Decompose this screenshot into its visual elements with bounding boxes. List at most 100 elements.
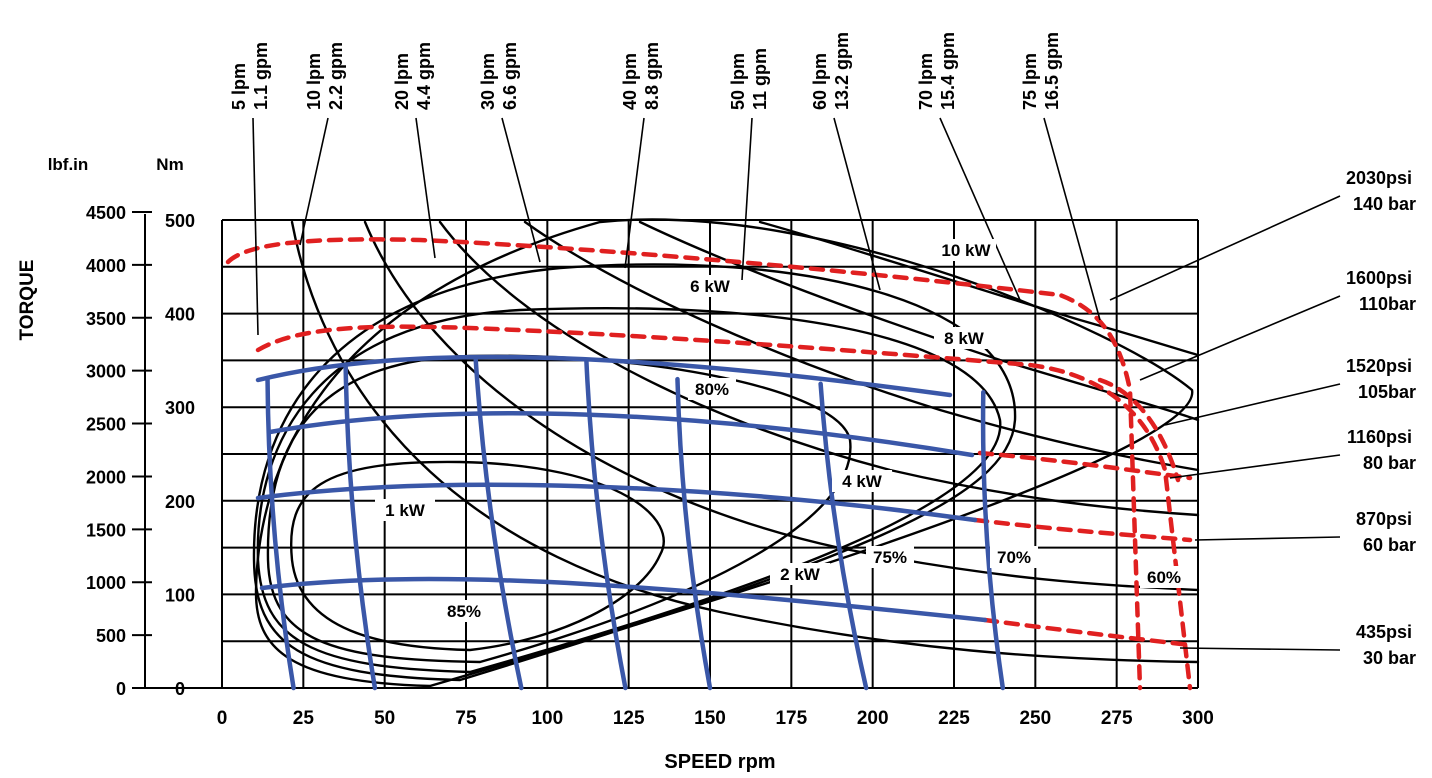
- efficiency-power-curve: [438, 220, 1200, 517]
- y-unit-lbfin: lbf.in: [48, 155, 89, 174]
- y-tick-label-nm: 500: [165, 211, 195, 231]
- pressure-label-bar: 110bar: [1359, 294, 1416, 314]
- pressure-line: [977, 450, 1193, 481]
- flow-label-group: 40 lpm 8.8 gpm: [620, 42, 662, 110]
- pressure-label-leader: [1139, 295, 1341, 381]
- y-tick-label-nm: 0: [175, 679, 185, 699]
- y-unit-nm: Nm: [156, 155, 183, 174]
- power-label: 1 kW: [385, 501, 426, 520]
- pressure-label-bar: 30 bar: [1363, 648, 1416, 668]
- power-label: 8 kW: [944, 329, 985, 348]
- flow-label-gpm: 16.5 gpm: [1042, 32, 1062, 110]
- flow-line: [265, 376, 296, 691]
- flow-label-group: 5 lpm 1.1 gpm: [229, 42, 271, 110]
- efficiency-power-curve: [290, 460, 665, 652]
- flow-label-group: 30 lpm 6.6 gpm: [478, 42, 520, 110]
- flow-label-lpm: 5 lpm: [229, 63, 249, 110]
- flow-label-gpm: 11 gpm: [750, 48, 770, 110]
- pressure-label-bar: 105bar: [1358, 382, 1416, 402]
- y-tick-label-lbfin: 3000: [86, 362, 126, 382]
- flow-label-leader: [299, 117, 329, 246]
- pressure-line: [1097, 377, 1181, 483]
- flow-label-lpm: 40 lpm: [620, 53, 640, 110]
- efficiency-label-bg: [990, 546, 1038, 568]
- power-label-bg: [680, 275, 740, 297]
- flow-label-group: 50 lpm 11 gpm: [728, 48, 770, 110]
- flow-label-leader: [624, 117, 645, 269]
- flow-label-gpm: 6.6 gpm: [500, 42, 520, 110]
- flow-label-gpm: 1.1 gpm: [251, 42, 271, 110]
- pressure-line: [982, 617, 1193, 648]
- power-label-bg: [934, 327, 994, 349]
- pressure-label-psi: 1160psi: [1347, 427, 1412, 447]
- pressure-line: [255, 324, 1193, 691]
- power-label-bg: [936, 239, 996, 261]
- flow-line: [343, 362, 378, 691]
- flow-label-lpm: 50 lpm: [728, 53, 748, 110]
- efficiency-power-curve: [758, 220, 1200, 357]
- efficiency-power-curve: [266, 354, 852, 664]
- y-axis-title: TORQUE: [17, 260, 38, 341]
- y-tick-label-lbfin: 4000: [86, 256, 126, 276]
- x-tick-label: 200: [857, 708, 889, 729]
- efficiency-label: 70%: [997, 548, 1031, 567]
- labels: 0 25 50 75 100 125 150 175 200 225 250 275 300050010…: [86, 32, 1416, 729]
- y-tick-label-lbfin: 4500: [86, 203, 126, 223]
- flow-label-leader: [833, 117, 881, 291]
- power-label: 6 kW: [690, 277, 731, 296]
- efficiency-label: 75%: [873, 548, 907, 567]
- x-tick-label: 100: [531, 708, 563, 729]
- x-tick-label: 250: [1019, 708, 1051, 729]
- pressure-lines: [225, 237, 1193, 691]
- flow-label-leader: [501, 117, 541, 263]
- efficiency-label: 85%: [447, 602, 481, 621]
- axes: [132, 211, 222, 689]
- efficiency-label-bg: [1140, 566, 1188, 588]
- y-tick-label-lbfin: 2500: [86, 415, 126, 435]
- y-tick-label-lbfin: 1000: [86, 573, 126, 593]
- power-label: 4 kW: [842, 472, 883, 491]
- pressure-line: [972, 517, 1193, 543]
- y-tick-label-lbfin: 2000: [86, 467, 126, 487]
- x-tick-label: 175: [775, 708, 807, 729]
- pressure-label-psi: 2030psi: [1346, 168, 1412, 188]
- flow-label-group: 20 lpm 4.4 gpm: [392, 42, 434, 110]
- efficiency-label: 80%: [695, 380, 729, 399]
- y-tick-label-lbfin: 0: [116, 679, 126, 699]
- y-tick-label-nm: 400: [165, 305, 195, 325]
- x-axis-title: SPEED rpm: [664, 751, 775, 773]
- flow-label-leader: [415, 117, 436, 259]
- power-label-bg: [375, 499, 435, 521]
- y-tick-label-nm: 200: [165, 492, 195, 512]
- x-tick-label: 50: [374, 708, 395, 729]
- x-tick-label: 300: [1182, 708, 1214, 729]
- flow-line: [818, 381, 869, 691]
- efficiency-power-curve: [363, 220, 1200, 592]
- efficiency-label-bg: [440, 600, 488, 622]
- power-label: 2 kW: [780, 565, 821, 584]
- x-tick-label: 0: [217, 708, 228, 729]
- torque-line-blue: [267, 411, 975, 458]
- pressure-label-psi: 1600psi: [1346, 268, 1412, 288]
- pressure-label-bar: 60 bar: [1363, 535, 1416, 555]
- pressure-label-psi: 870psi: [1356, 509, 1412, 529]
- pressure-label-psi: 435psi: [1356, 622, 1412, 642]
- flow-label-leader: [939, 117, 1021, 301]
- flow-label-leader: [741, 117, 753, 281]
- efficiency-label-bg: [866, 546, 914, 568]
- efficiency-power-curve: [523, 220, 1200, 472]
- y-tick-label-nm: 300: [165, 398, 195, 418]
- pressure-label-leader: [1179, 647, 1341, 651]
- flow-label-leader: [252, 117, 259, 336]
- x-tick-label: 25: [293, 708, 315, 729]
- torque-line-blue: [255, 482, 978, 523]
- pressure-label-leader: [1194, 536, 1341, 541]
- efficiency-power-curve: [290, 220, 1200, 664]
- y-tick-label-lbfin: 1500: [86, 520, 126, 540]
- flow-label-lpm: 30 lpm: [478, 53, 498, 110]
- flow-label-gpm: 4.4 gpm: [414, 42, 434, 110]
- flow-line: [473, 358, 524, 691]
- y-tick-label-nm: 100: [165, 585, 195, 605]
- flow-label-group: 10 lpm 2.2 gpm: [304, 42, 346, 110]
- efficiency-label-bg: [688, 378, 736, 400]
